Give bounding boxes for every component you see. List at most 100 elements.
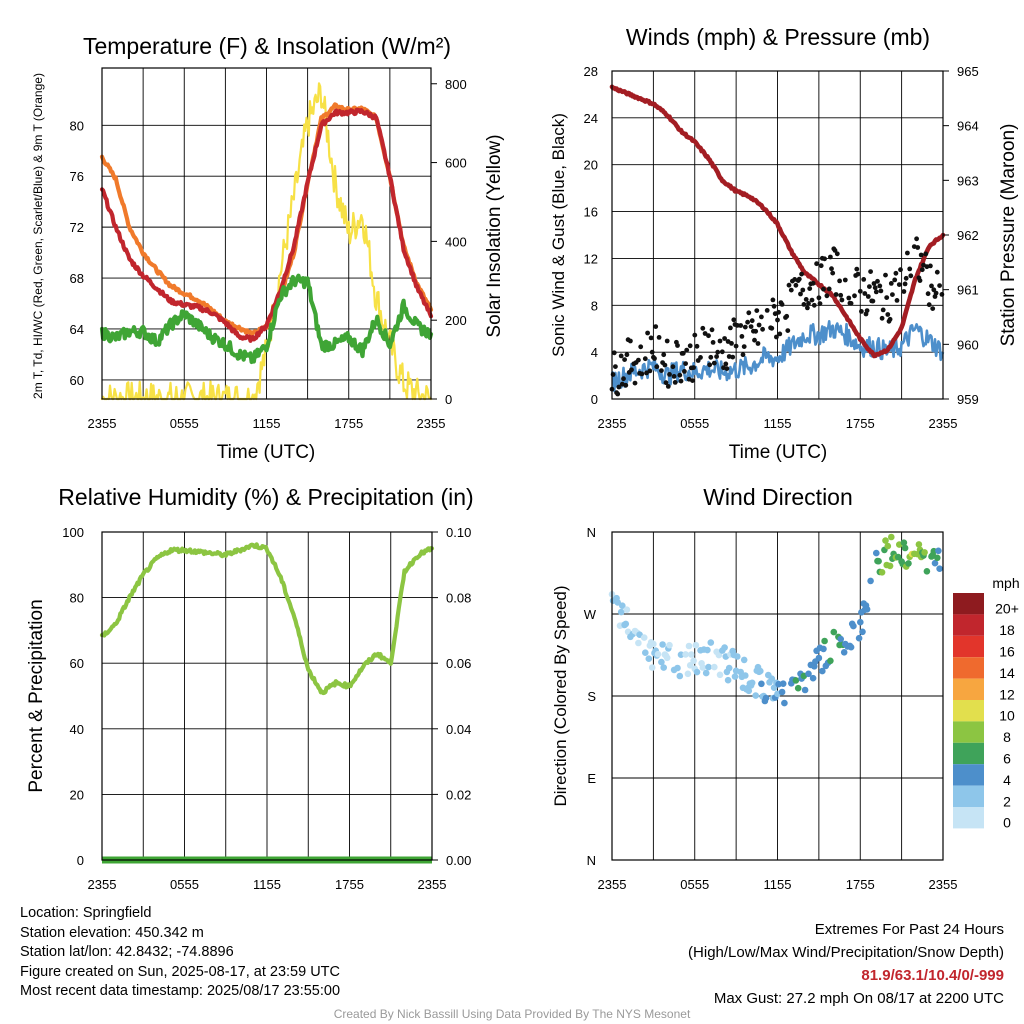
gust-point <box>907 266 913 272</box>
direction-point <box>686 662 694 669</box>
gust-point <box>810 280 816 286</box>
gust-point <box>854 266 860 272</box>
dir-frame <box>611 531 944 861</box>
y-tick-label-left: 60 <box>70 373 84 388</box>
gust-point <box>730 354 736 360</box>
gust-point <box>848 301 854 306</box>
gust-point <box>670 364 676 370</box>
y-tick-label-left: 72 <box>70 220 84 235</box>
gust-point <box>672 380 678 385</box>
legend-swatch <box>953 764 984 786</box>
gust-point <box>754 308 760 313</box>
legend-swatch <box>953 721 984 743</box>
created-text: Figure created on Sun, 2025-08-17, at 23… <box>20 963 340 980</box>
gust-point <box>887 316 893 322</box>
gust-point <box>896 282 902 287</box>
y-tick-label-right: 600 <box>445 156 467 171</box>
direction-point <box>734 653 741 660</box>
y-tick-label-left: 0 <box>77 853 84 868</box>
x-tick-label: 2355 <box>417 416 446 431</box>
direction-point <box>762 694 770 702</box>
direction-point <box>850 622 857 630</box>
direction-point <box>711 663 718 671</box>
gust-point <box>662 362 668 368</box>
gust-point <box>723 361 729 367</box>
y-tick-label-right: 0.06 <box>446 656 471 671</box>
y-tick-label-right: 961 <box>957 283 979 298</box>
direction-point <box>725 664 733 672</box>
y-tick-label-right: 0.04 <box>446 722 471 737</box>
gust-point <box>709 327 715 333</box>
gust-point <box>857 288 863 294</box>
gust-point <box>618 353 624 359</box>
gust-point <box>738 323 744 328</box>
temp-x-ticks: 2355 0555 1155 1755 2355 <box>88 416 446 431</box>
direction-point <box>748 679 756 687</box>
gust-point <box>664 338 670 344</box>
gust-point <box>821 286 826 292</box>
gust-point <box>639 371 645 377</box>
x-tick-label: 2355 <box>929 416 958 431</box>
gust-point <box>873 289 879 295</box>
y-tick-label-right: 200 <box>445 313 467 328</box>
credit-text: Created By Nick Bassill Using Data Provi… <box>333 1007 691 1021</box>
direction-point <box>745 687 753 695</box>
dir-x-ticks: 2355 0555 1155 1755 2355 <box>598 877 958 892</box>
gust-point <box>719 349 725 355</box>
y-tick-label-left: 20 <box>70 787 84 802</box>
temp-plot-area <box>99 82 434 401</box>
gust-point <box>799 271 804 277</box>
direction-point <box>659 641 666 648</box>
gust-point <box>711 360 717 366</box>
gust-point <box>717 338 723 344</box>
direction-point <box>867 577 874 585</box>
rh-panel: Relative Humidity (%) & Precipitation (i… <box>26 484 474 892</box>
temp-ylabel-left: 2m T, Td, HI/WC (Red, Green, Scarlet/Blu… <box>31 73 45 399</box>
y-tick-label-left: 76 <box>70 169 84 184</box>
temp-panel: Temperature (F) & Insolation (W/m²) 2355… <box>31 33 505 463</box>
legend-swatch <box>953 657 984 679</box>
gust-point <box>861 277 867 282</box>
gust-point <box>714 354 719 359</box>
direction-point <box>847 643 855 651</box>
gust-point <box>918 252 924 258</box>
gust-point <box>652 356 657 361</box>
rh-y-ticks-left: 0 20 40 60 80 100 <box>62 525 84 868</box>
direction-point <box>704 646 711 654</box>
direction-point <box>931 559 939 567</box>
dir-ylabel-left: Direction (Colored By Speed) <box>551 585 570 806</box>
direction-point <box>875 557 882 565</box>
gust-point <box>770 297 776 303</box>
y-tick-label-left: 80 <box>70 591 84 606</box>
temp-frame <box>101 67 432 400</box>
gust-point <box>811 302 817 308</box>
direction-point <box>878 569 886 576</box>
gust-point <box>759 314 764 320</box>
y-tick-label-left: N <box>587 853 596 868</box>
direction-point <box>768 675 776 682</box>
gust-point <box>649 349 655 355</box>
latlon-text: Station lat/lon: 42.8432; -74.8896 <box>20 944 234 960</box>
direction-point <box>770 684 778 691</box>
gust-point <box>824 293 830 299</box>
x-tick-label: 0555 <box>170 416 199 431</box>
gust-point <box>623 382 629 388</box>
direction-point <box>684 670 692 678</box>
temp-title: Temperature (F) & Insolation (W/m²) <box>83 33 451 59</box>
direction-point <box>721 644 728 651</box>
direction-point <box>900 539 908 546</box>
x-tick-label: 1755 <box>846 877 875 892</box>
gust-point <box>914 236 919 242</box>
temp-xlabel: Time (UTC) <box>217 442 316 463</box>
gust-point <box>690 378 695 383</box>
direction-point <box>819 667 826 675</box>
direction-point <box>821 637 828 645</box>
direction-point <box>740 656 748 664</box>
gust-point <box>710 340 716 345</box>
y-tick-label-left: 100 <box>62 525 84 540</box>
gust-point <box>818 263 824 269</box>
gust-point <box>749 318 755 324</box>
direction-point <box>884 542 892 550</box>
legend-label: 0 <box>1003 815 1011 831</box>
gust-point <box>678 378 684 384</box>
